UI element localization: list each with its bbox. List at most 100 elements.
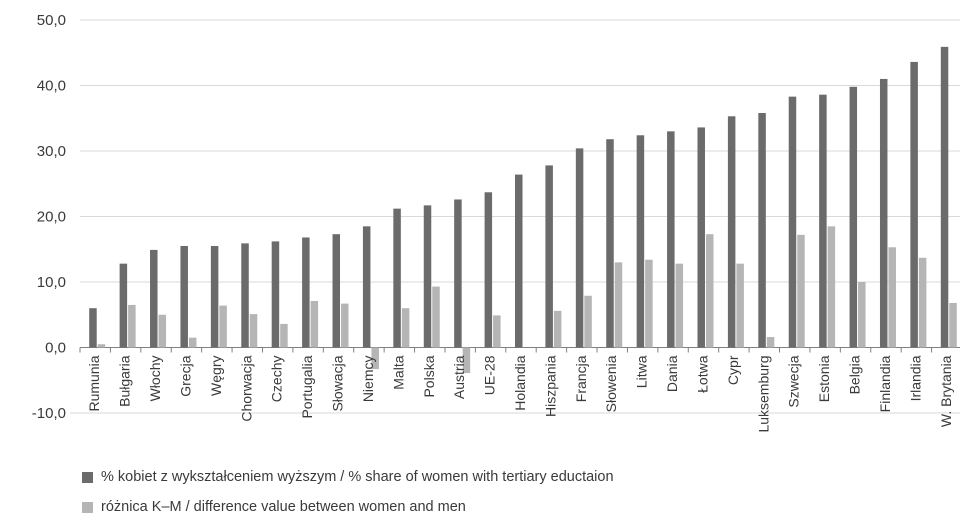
bar-women-tertiary <box>393 208 401 348</box>
bar-women-tertiary <box>180 245 188 348</box>
bar-difference <box>432 286 440 348</box>
bar-women-tertiary <box>332 234 341 348</box>
y-tick-label: 40,0 <box>37 78 66 95</box>
bar-women-tertiary <box>210 245 219 348</box>
x-category-label: Czechy <box>269 356 285 403</box>
bar-difference <box>249 314 258 348</box>
x-category-label: Austria <box>451 355 467 399</box>
x-category-label: Łotwa <box>694 355 710 393</box>
y-tick-label: -10,0 <box>32 405 66 422</box>
bar-women-tertiary <box>545 165 553 348</box>
bar-women-tertiary <box>667 131 675 348</box>
bar-difference <box>705 234 714 348</box>
bar-difference <box>371 347 379 370</box>
bar-difference <box>949 302 957 348</box>
x-category-label: Słowacja <box>330 355 346 411</box>
x-category-label: Hiszpania <box>542 355 558 417</box>
x-category-label: Litwa <box>634 355 650 388</box>
bar-women-tertiary <box>727 116 736 348</box>
bar-difference <box>888 247 896 348</box>
x-category-label: Finlandia <box>877 355 893 412</box>
bar-difference <box>675 263 684 348</box>
bar-women-tertiary <box>606 139 614 348</box>
x-category-label: Luksemburg <box>755 356 771 433</box>
legend-item-women-tertiary: % kobiet z wykształceniem wyższym / % sh… <box>82 462 614 492</box>
bar-women-tertiary <box>515 174 523 348</box>
y-tick-label: 30,0 <box>37 143 66 160</box>
x-category-label: Rumunia <box>86 355 102 411</box>
y-tick-label: 20,0 <box>37 209 66 226</box>
x-category-label: Belgia <box>847 355 863 394</box>
bar-difference <box>797 234 805 348</box>
x-category-label: UE-28 <box>482 355 498 395</box>
bar-difference <box>645 259 653 348</box>
bar-women-tertiary <box>575 148 584 348</box>
bar-difference <box>310 300 319 348</box>
bar-women-tertiary <box>940 46 949 348</box>
x-category-label: Irlandia <box>907 355 923 401</box>
y-tick-label: 10,0 <box>37 274 66 291</box>
bar-women-tertiary <box>819 94 827 348</box>
x-category-label: Dania <box>664 355 680 392</box>
x-category-label: Chorwacja <box>238 355 254 421</box>
bar-difference <box>584 295 592 348</box>
bar-difference <box>341 303 349 348</box>
bar-women-tertiary <box>423 205 432 348</box>
bar-women-tertiary <box>910 61 918 348</box>
bar-women-tertiary <box>362 226 371 348</box>
y-tick-label: 0,0 <box>45 340 66 357</box>
bar-difference <box>97 344 106 348</box>
bar-difference <box>493 315 501 348</box>
legend-label-women-tertiary: % kobiet z wykształceniem wyższym / % sh… <box>101 469 614 485</box>
bar-difference <box>219 305 227 348</box>
bar-difference <box>766 337 775 348</box>
y-tick-label: 50,0 <box>37 12 66 29</box>
x-category-label: Niemcy <box>360 356 376 403</box>
legend-item-difference: różnica K–M / difference value between w… <box>82 492 614 522</box>
bar-women-tertiary <box>879 78 888 348</box>
x-category-label: Malta <box>390 355 406 389</box>
x-category-label: Słowenia <box>603 355 619 412</box>
bar-women-tertiary <box>241 243 249 348</box>
bar-women-tertiary <box>636 135 645 348</box>
y-axis-ticks: 50,0 40,0 30,0 20,0 10,0 0,0 -10,0 <box>32 12 66 422</box>
x-category-label: W. Brytania <box>938 355 954 427</box>
x-category-label: Włochy <box>147 356 163 402</box>
bar-difference <box>553 310 562 348</box>
bar-difference <box>918 257 927 348</box>
bar-women-tertiary <box>788 96 797 348</box>
bar-difference <box>858 282 866 348</box>
bar-women-tertiary <box>302 237 310 348</box>
x-category-label: Francja <box>573 355 589 402</box>
bar-women-tertiary <box>119 263 128 348</box>
x-category-label: Holandia <box>512 355 528 410</box>
legend-swatch-light <box>82 501 93 513</box>
x-axis-labels: Rumunia Bułgaria Włochy Grecja Węgry Chorwacj… <box>86 355 954 432</box>
x-category-label: Szwecja <box>786 355 802 407</box>
bars <box>89 46 957 374</box>
bar-women-tertiary <box>89 308 97 348</box>
legend: % kobiet z wykształceniem wyższym / % sh… <box>82 462 614 522</box>
x-category-label: Estonia <box>816 355 832 402</box>
bar-women-tertiary <box>454 199 462 348</box>
bar-difference <box>128 304 136 348</box>
bar-difference <box>188 337 197 348</box>
x-category-label: Cypr <box>725 355 741 385</box>
bar-women-tertiary <box>697 127 705 348</box>
bar-difference <box>736 263 744 348</box>
bar-women-tertiary <box>849 86 858 348</box>
bar-difference <box>827 226 836 348</box>
x-category-label: Grecja <box>177 355 193 396</box>
bar-difference <box>614 262 623 348</box>
legend-label-difference: różnica K–M / difference value between w… <box>101 499 466 515</box>
x-category-label: Węgry <box>208 356 224 396</box>
bar-women-tertiary <box>484 192 493 348</box>
bar-women-tertiary <box>150 249 158 348</box>
legend-swatch-dark <box>82 471 93 483</box>
x-category-label: Portugalia <box>299 355 315 418</box>
bar-difference <box>280 323 288 348</box>
bar-chart: 50,0 40,0 30,0 20,0 10,0 0,0 -10,0 Rumunia Bułg… <box>32 12 960 433</box>
x-category-label: Polska <box>421 355 437 397</box>
bar-difference <box>158 314 167 348</box>
bar-women-tertiary <box>271 241 280 348</box>
